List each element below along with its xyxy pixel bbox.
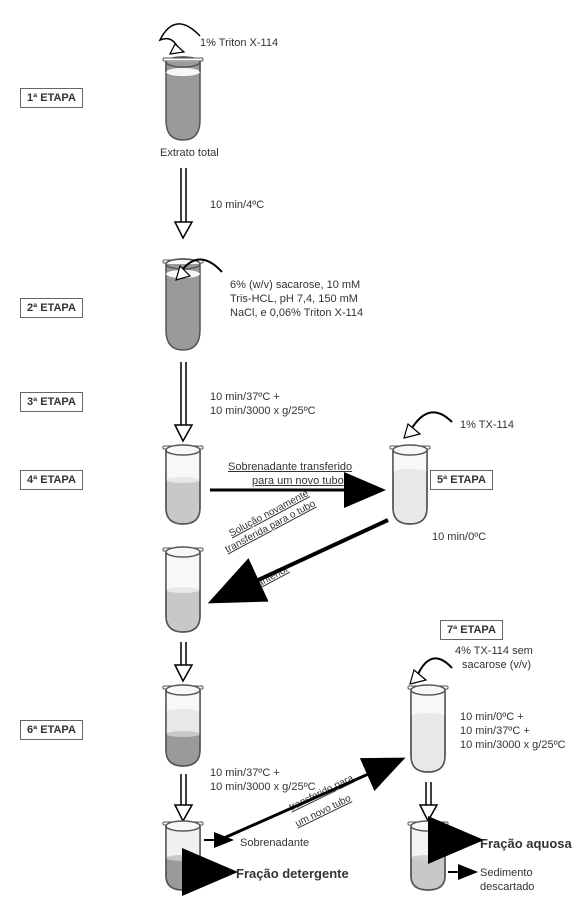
tube-stage5-icon xyxy=(390,445,430,524)
down-arrow-2-icon xyxy=(175,362,192,441)
diagram-svg xyxy=(0,0,582,902)
down-arrow-5-icon xyxy=(420,782,437,821)
tube-stage6-icon xyxy=(163,685,203,766)
tube-stage4b-icon xyxy=(163,547,203,632)
add-arrow-5-head-icon xyxy=(404,424,420,438)
tube-stage4-icon xyxy=(163,445,203,524)
tube-stage6-result-icon xyxy=(163,821,203,890)
down-arrow-3-icon xyxy=(175,642,192,681)
tube-stage7-icon xyxy=(408,685,448,772)
down-arrow-1-icon xyxy=(175,168,192,238)
down-arrow-4-icon xyxy=(175,774,192,821)
add-arrow-7-icon xyxy=(418,658,452,674)
add-arrow-1-icon xyxy=(160,24,200,48)
tube-stage7-result-icon xyxy=(408,821,448,890)
tube-stage1-icon xyxy=(163,57,203,140)
add-arrow-5-icon xyxy=(412,412,452,428)
arrow-6-to-7-icon xyxy=(224,760,400,838)
arrow-diag-back-icon xyxy=(215,520,388,600)
